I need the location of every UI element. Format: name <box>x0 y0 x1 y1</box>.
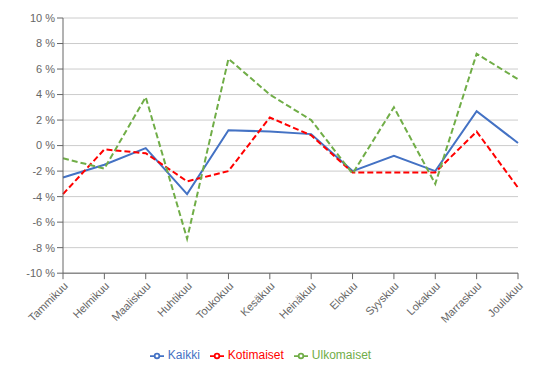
svg-text:Helmikuu: Helmikuu <box>70 280 111 321</box>
svg-text:0 %: 0 % <box>36 139 55 151</box>
svg-text:Syyskuu: Syyskuu <box>363 280 401 318</box>
svg-text:2 %: 2 % <box>36 114 55 126</box>
svg-text:-2 %: -2 % <box>32 165 55 177</box>
svg-text:Lokakuu: Lokakuu <box>404 280 442 318</box>
svg-text:-10 %: -10 % <box>26 267 55 279</box>
html-text:Kaikki: Kaikki <box>167 348 200 363</box>
svg-text:4 %: 4 % <box>36 88 55 100</box>
svg-text:Toukokuu: Toukokuu <box>194 280 236 322</box>
html-text:Ulkomaiset: Ulkomaiset <box>311 348 372 363</box>
svg-text:Tammikuu: Tammikuu <box>26 280 70 324</box>
svg-text:10 %: 10 % <box>30 12 55 24</box>
svg-text:Marraskuu: Marraskuu <box>438 280 483 325</box>
svg-text:8 %: 8 % <box>36 37 55 49</box>
html-text:Kotimaiset: Kotimaiset <box>227 348 284 363</box>
svg-text:6 %: 6 % <box>36 63 55 75</box>
svg-text:Heinäkuu: Heinäkuu <box>277 280 318 321</box>
svg-text:Kesäkuu: Kesäkuu <box>238 280 277 319</box>
svg-text:Joulukuu: Joulukuu <box>485 280 525 320</box>
svg-text:-4 %: -4 % <box>32 191 55 203</box>
svg-text:Elokuu: Elokuu <box>327 280 359 312</box>
svg-text:-6 %: -6 % <box>32 216 55 228</box>
svg-text:Maaliskuu: Maaliskuu <box>109 280 153 324</box>
svg-text:-8 %: -8 % <box>32 242 55 254</box>
svg-text:Huhtikuu: Huhtikuu <box>155 280 194 319</box>
